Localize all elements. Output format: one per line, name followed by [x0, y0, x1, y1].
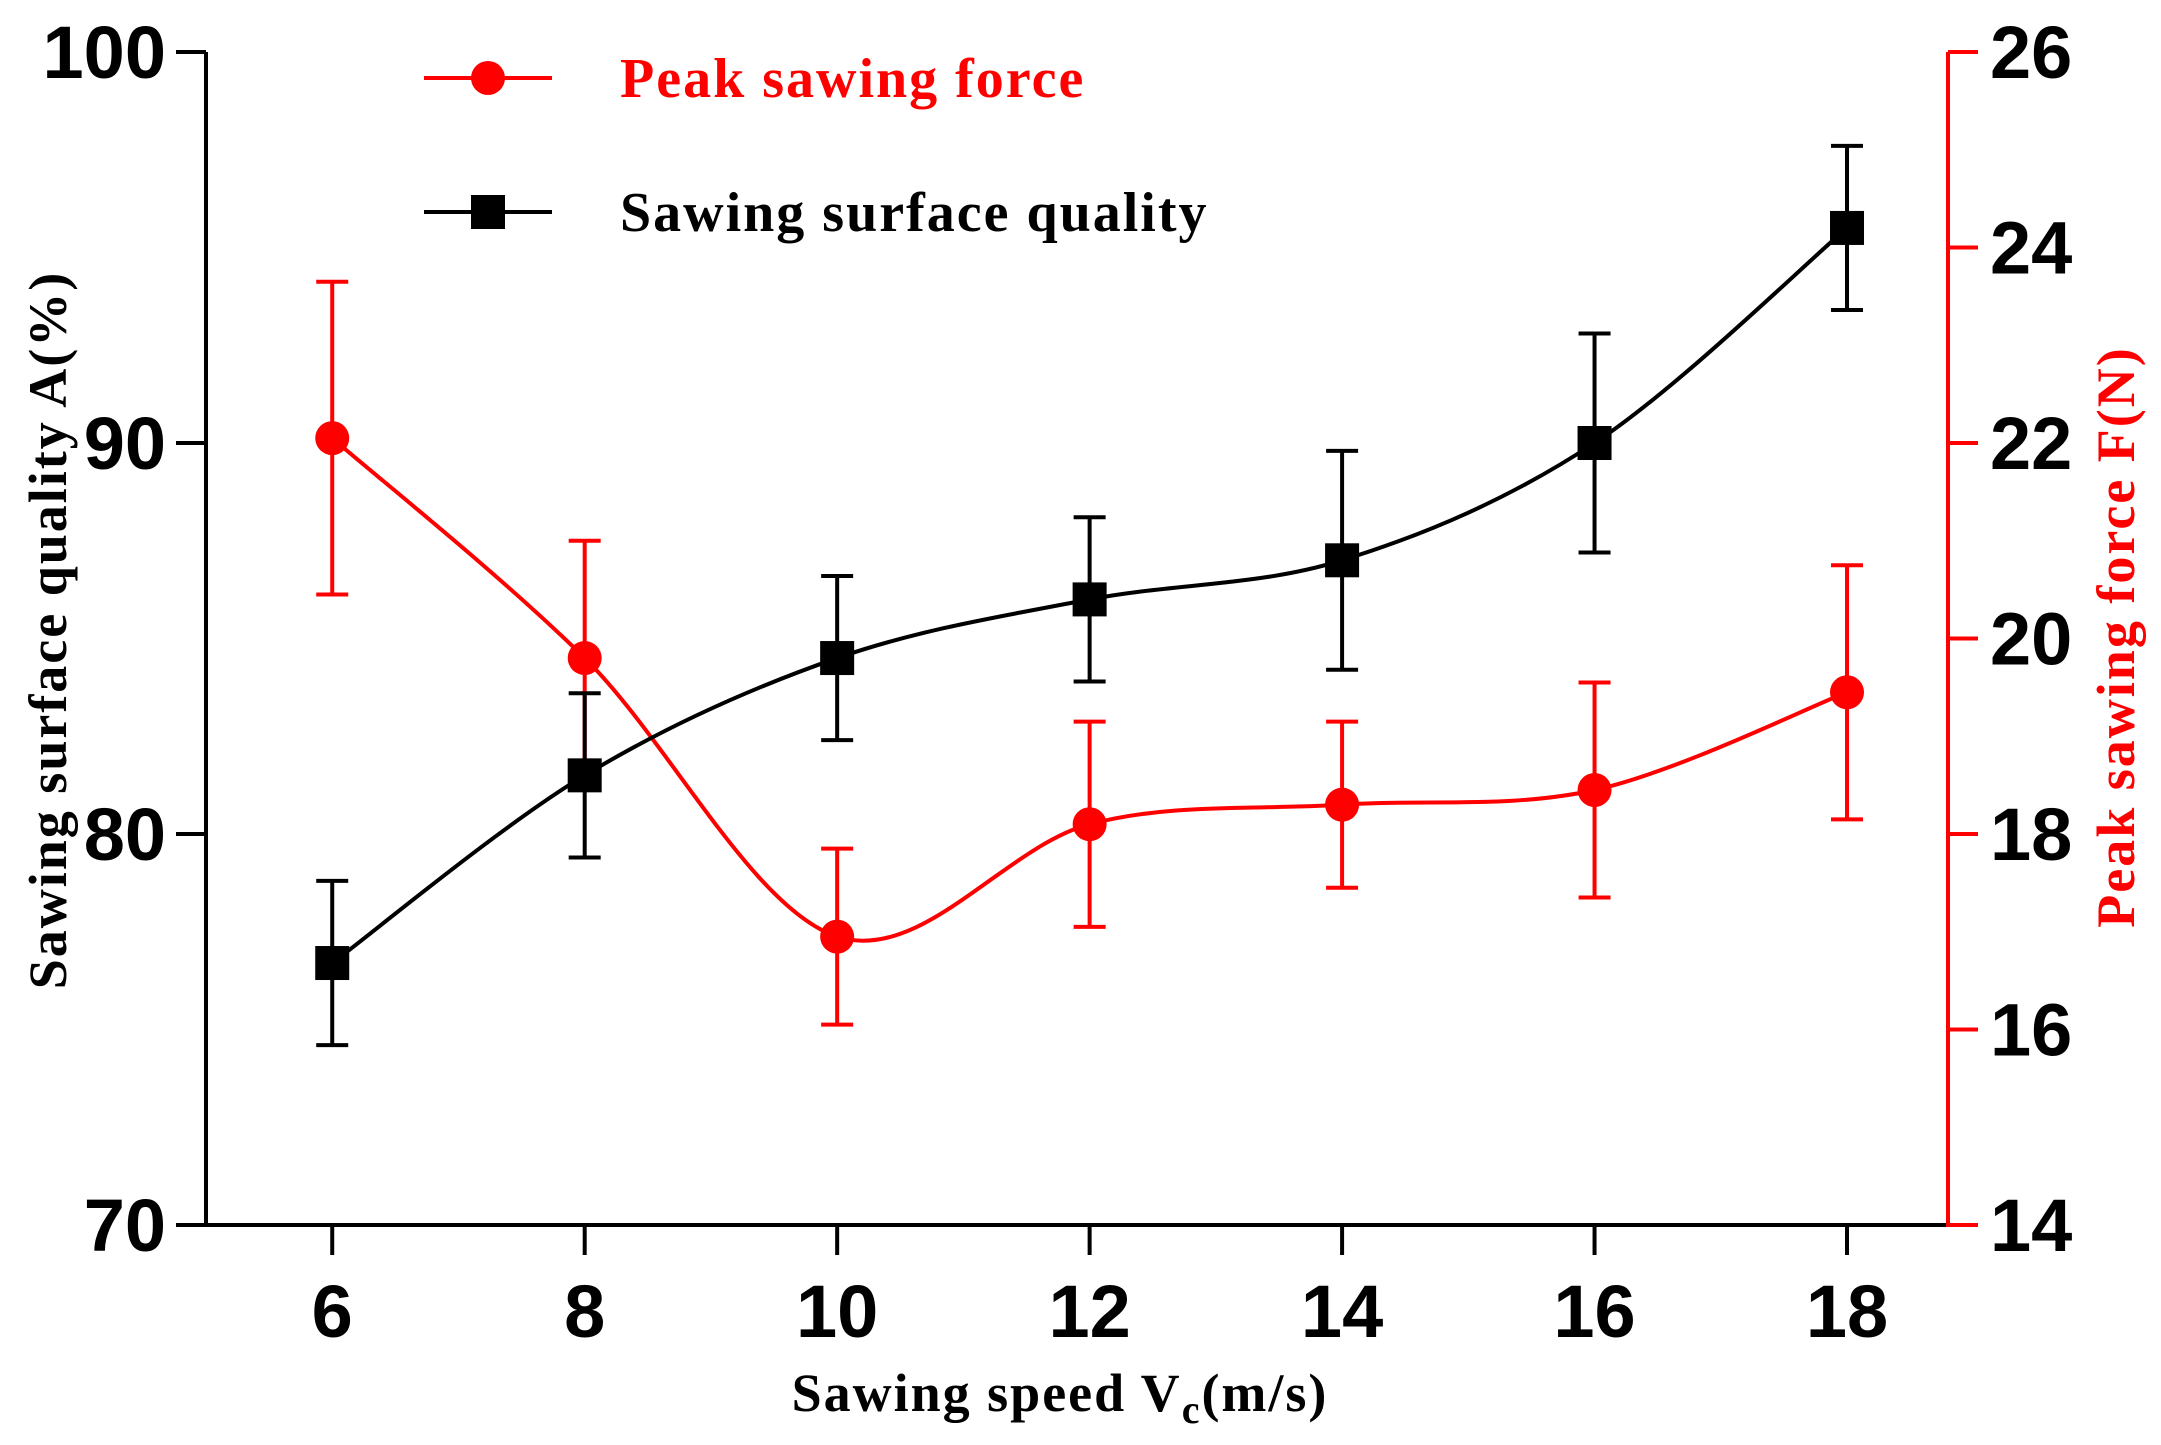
- right-y-tick-label: 20: [1990, 598, 2072, 681]
- legend-label: Peak sawing force: [620, 48, 1085, 110]
- left-y-axis-title: Sawing surface quality A(%): [18, 271, 78, 990]
- right-y-tick-label: 24: [1990, 207, 2072, 290]
- left-y-tick-label: 90: [84, 402, 166, 485]
- data-point: [1072, 807, 1107, 842]
- data-point: [1325, 787, 1360, 822]
- series-layer: [315, 143, 1865, 1048]
- axis-titles: Sawing speed Vc(m/s) Sawing surface qual…: [18, 271, 2146, 1432]
- legend: Peak sawing force Sawing surface quality: [424, 48, 1209, 244]
- x-tick-label: 18: [1806, 1270, 1888, 1353]
- data-point: [567, 641, 602, 676]
- legend-item: Sawing surface quality: [424, 182, 1209, 244]
- right-y-tick-label: 18: [1990, 793, 2072, 876]
- data-point: [1577, 773, 1612, 808]
- x-tick-label: 16: [1553, 1270, 1635, 1353]
- data-point: [820, 641, 855, 676]
- legend-label: Sawing surface quality: [620, 182, 1209, 244]
- data-point: [1830, 210, 1865, 245]
- left-y-tick-label: 70: [84, 1184, 166, 1267]
- x-tick-label: 14: [1301, 1270, 1383, 1353]
- axes-layer: 6 8 10 12 14 16 18 70 80 90 100 14 16 18 20 22 24 26: [43, 11, 2073, 1353]
- x-tick-label: 10: [796, 1270, 878, 1353]
- x-axis-title: Sawing speed Vc(m/s): [792, 1363, 1329, 1432]
- data-point: [567, 758, 602, 793]
- data-point: [1325, 543, 1360, 578]
- x-tick-label: 8: [564, 1270, 605, 1353]
- data-point: [315, 946, 350, 981]
- right-y-tick-label: 16: [1990, 989, 2072, 1072]
- data-point: [820, 919, 855, 954]
- legend-marker: [471, 61, 505, 95]
- right-y-axis-title: Peak sawing force F(N): [2086, 346, 2146, 927]
- series-sawing-surface-quality: [315, 143, 1865, 1048]
- right-y-tick-label: 14: [1990, 1184, 2072, 1267]
- series-peak-sawing-force: [315, 279, 1865, 1027]
- right-y-tick-label: 22: [1990, 402, 2072, 485]
- left-y-tick-label: 80: [84, 793, 166, 876]
- x-tick-label: 12: [1048, 1270, 1130, 1353]
- data-point: [1072, 582, 1107, 617]
- legend-item: Peak sawing force: [424, 48, 1085, 110]
- x-tick-label: 6: [312, 1270, 353, 1353]
- data-point: [1577, 426, 1612, 460]
- left-y-tick-label: 100: [43, 11, 166, 94]
- data-point: [1830, 675, 1865, 710]
- right-y-tick-label: 26: [1990, 11, 2072, 94]
- data-point: [315, 421, 350, 456]
- legend-marker: [471, 195, 505, 229]
